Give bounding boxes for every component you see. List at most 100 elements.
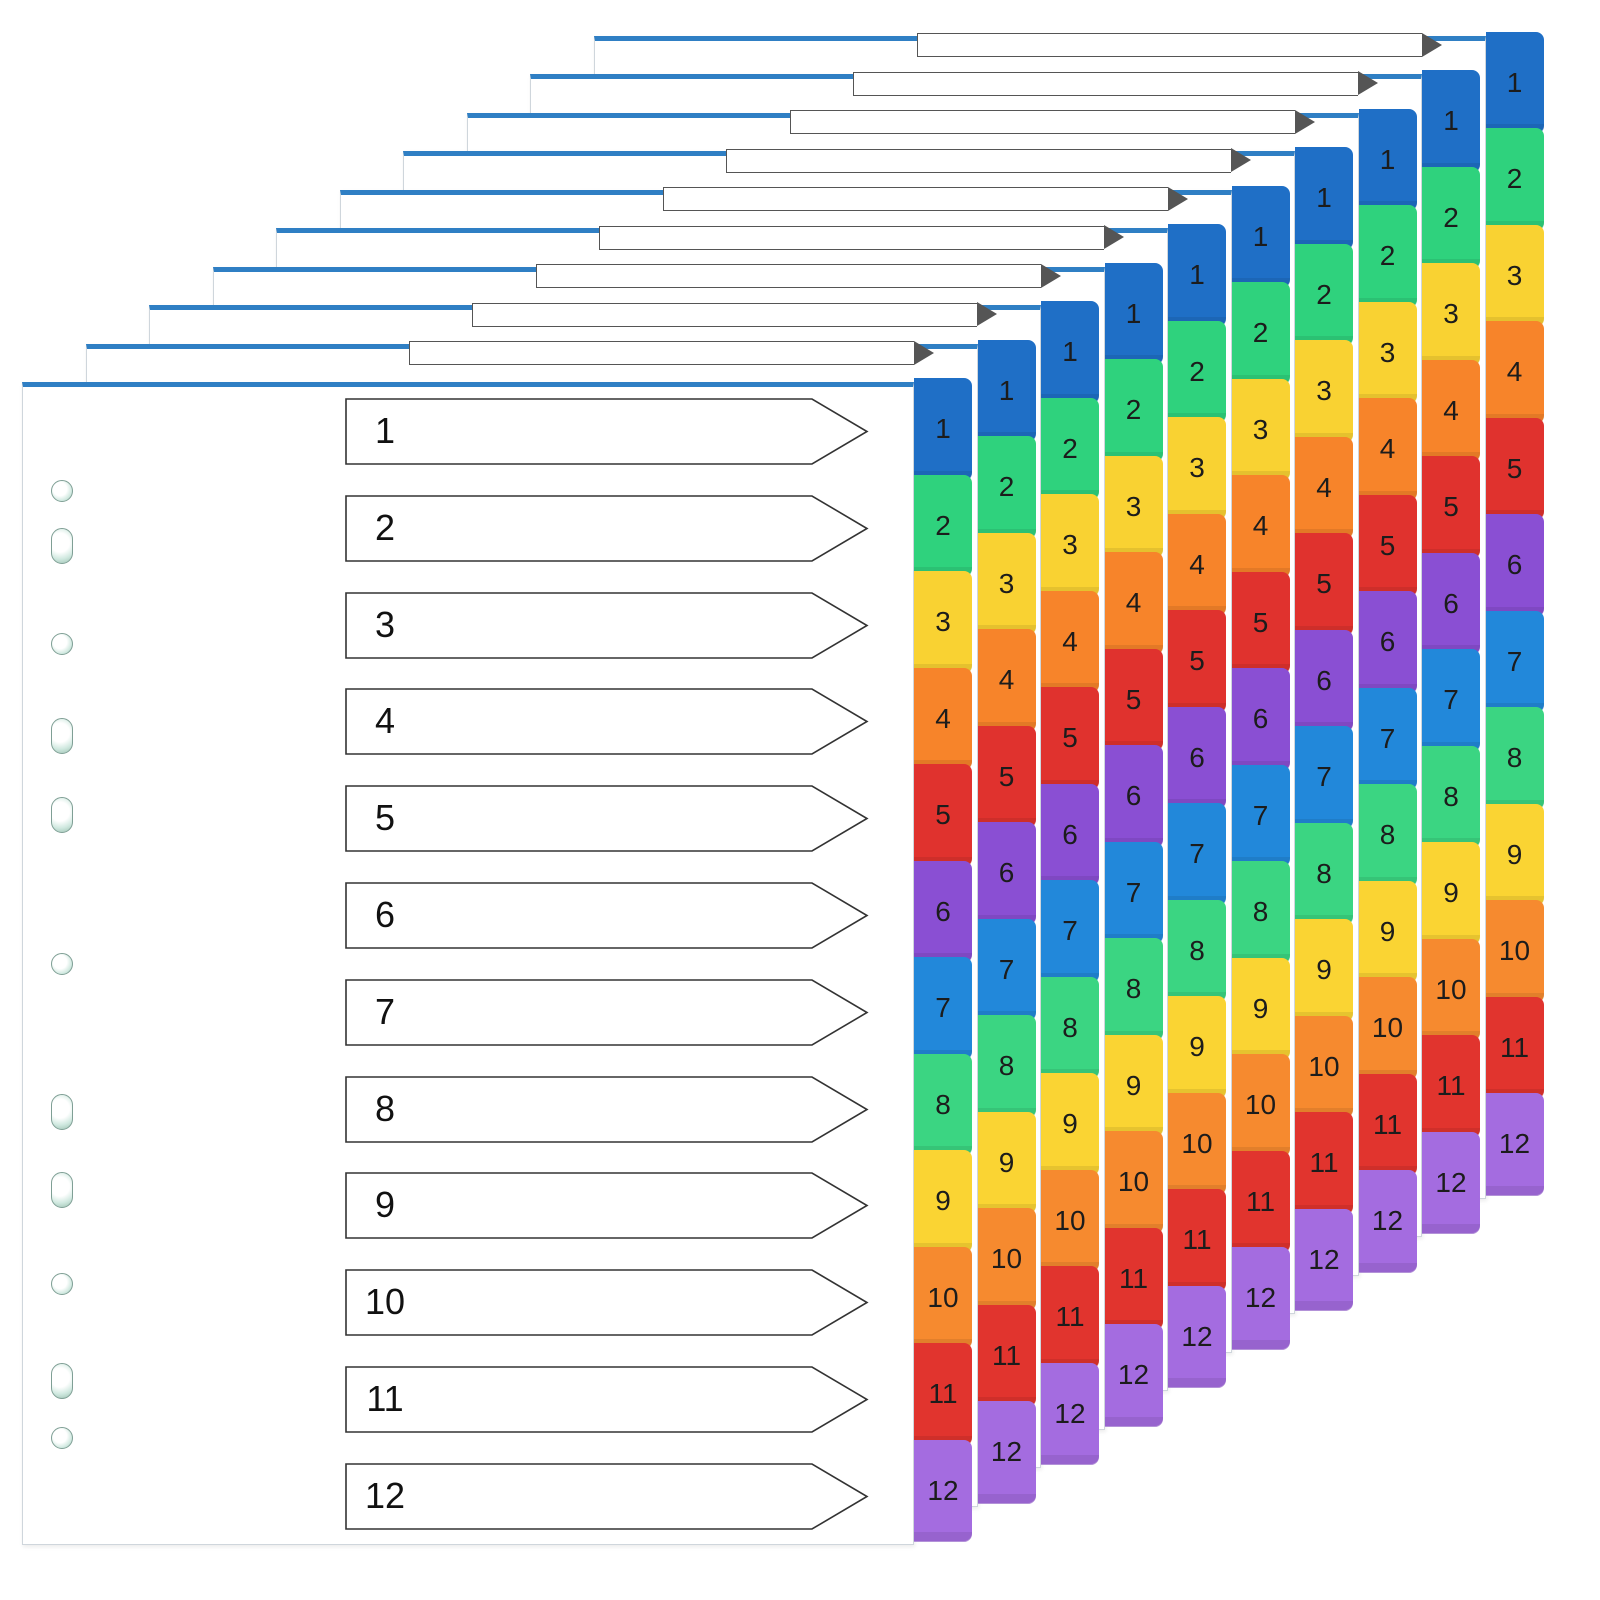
index-tab-8[interactable]: 8	[977, 1015, 1036, 1118]
index-tab-12[interactable]: 12	[1104, 1324, 1163, 1427]
index-tab-11[interactable]: 11	[1104, 1227, 1163, 1330]
index-tab-3[interactable]: 3	[1231, 378, 1290, 481]
index-tab-2[interactable]: 2	[1041, 397, 1099, 500]
index-tab-2[interactable]: 2	[1104, 359, 1163, 462]
index-tab-1[interactable]: 1	[914, 378, 972, 481]
index-tab-3[interactable]: 3	[1041, 494, 1099, 597]
index-tab-6[interactable]: 6	[1422, 552, 1480, 655]
index-tab-12[interactable]: 12	[1041, 1362, 1099, 1465]
index-tab-8[interactable]: 8	[1104, 938, 1163, 1041]
index-tab-4[interactable]: 4	[1295, 436, 1353, 539]
index-tab-4[interactable]: 4	[1358, 398, 1417, 501]
index-tab-8[interactable]: 8	[914, 1053, 972, 1156]
index-tab-10[interactable]: 10	[1104, 1131, 1163, 1234]
index-tab-6[interactable]: 6	[1295, 629, 1353, 732]
index-tab-1[interactable]: 1	[1422, 70, 1480, 173]
index-tab-6[interactable]: 6	[1104, 745, 1163, 848]
index-tab-2[interactable]: 2	[977, 436, 1036, 539]
index-tab-12[interactable]: 12	[1168, 1285, 1226, 1388]
index-tab-8[interactable]: 8	[1485, 707, 1544, 810]
index-tab-7[interactable]: 7	[977, 918, 1036, 1021]
index-tab-10[interactable]: 10	[1041, 1169, 1099, 1272]
index-tab-5[interactable]: 5	[1358, 494, 1417, 597]
label-row-1[interactable]: 1	[345, 398, 869, 465]
index-tab-1[interactable]: 1	[1104, 262, 1163, 365]
index-tab-8[interactable]: 8	[1168, 899, 1226, 1002]
index-tab-12[interactable]: 12	[1358, 1170, 1417, 1273]
label-row-2[interactable]: 2	[345, 494, 869, 562]
label-row-7[interactable]: 7	[345, 978, 869, 1046]
index-tab-7[interactable]: 7	[1041, 880, 1099, 983]
index-tab-2[interactable]: 2	[1231, 282, 1290, 385]
index-tab-5[interactable]: 5	[977, 725, 1036, 828]
index-tab-5[interactable]: 5	[914, 764, 972, 867]
index-tab-2[interactable]: 2	[1168, 320, 1226, 423]
index-tab-11[interactable]: 11	[1485, 996, 1544, 1099]
index-tab-7[interactable]: 7	[914, 957, 972, 1060]
index-tab-6[interactable]: 6	[1358, 591, 1417, 694]
index-tab-11[interactable]: 11	[1231, 1150, 1290, 1253]
label-row-3[interactable]: 3	[345, 591, 869, 659]
index-tab-3[interactable]: 3	[1358, 301, 1417, 404]
index-tab-2[interactable]: 2	[914, 474, 972, 577]
index-tab-7[interactable]: 7	[1485, 610, 1544, 713]
index-tab-5[interactable]: 5	[1231, 571, 1290, 674]
index-tab-2[interactable]: 2	[1485, 128, 1544, 231]
index-tab-4[interactable]: 4	[1104, 552, 1163, 655]
label-row-10[interactable]: 10	[345, 1269, 869, 1336]
index-tab-7[interactable]: 7	[1231, 764, 1290, 867]
index-tab-8[interactable]: 8	[1295, 822, 1353, 925]
index-tab-5[interactable]: 5	[1295, 533, 1353, 636]
index-tab-4[interactable]: 4	[977, 629, 1036, 732]
index-tab-7[interactable]: 7	[1104, 841, 1163, 944]
label-row-4[interactable]: 4	[345, 688, 869, 756]
label-row-8[interactable]: 8	[345, 1075, 869, 1143]
index-tab-3[interactable]: 3	[1295, 340, 1353, 443]
index-tab-6[interactable]: 6	[1231, 668, 1290, 771]
index-tab-12[interactable]: 12	[1485, 1093, 1544, 1196]
index-tab-9[interactable]: 9	[1485, 803, 1544, 906]
index-tab-2[interactable]: 2	[1295, 243, 1353, 346]
label-row-9[interactable]: 9	[345, 1172, 869, 1240]
index-tab-10[interactable]: 10	[914, 1246, 972, 1349]
label-row-5[interactable]: 5	[345, 785, 869, 852]
index-tab-3[interactable]: 3	[914, 571, 972, 674]
index-tab-1[interactable]: 1	[1358, 108, 1417, 211]
index-tab-11[interactable]: 11	[977, 1304, 1036, 1407]
index-tab-12[interactable]: 12	[1231, 1247, 1290, 1350]
index-tab-6[interactable]: 6	[977, 822, 1036, 925]
index-tab-4[interactable]: 4	[1485, 321, 1544, 424]
index-tab-10[interactable]: 10	[1295, 1015, 1353, 1118]
index-tab-3[interactable]: 3	[977, 532, 1036, 635]
index-tab-8[interactable]: 8	[1358, 784, 1417, 887]
index-tab-8[interactable]: 8	[1231, 861, 1290, 964]
index-tab-7[interactable]: 7	[1422, 649, 1480, 752]
index-tab-12[interactable]: 12	[1295, 1208, 1353, 1311]
index-tab-10[interactable]: 10	[1422, 938, 1480, 1041]
index-tab-6[interactable]: 6	[1041, 783, 1099, 886]
index-tab-6[interactable]: 6	[1485, 514, 1544, 617]
index-tab-11[interactable]: 11	[1358, 1073, 1417, 1176]
index-tab-7[interactable]: 7	[1295, 726, 1353, 829]
index-tab-3[interactable]: 3	[1485, 224, 1544, 327]
label-row-11[interactable]: 11	[345, 1366, 869, 1433]
index-tab-12[interactable]: 12	[1422, 1131, 1480, 1234]
index-tab-6[interactable]: 6	[914, 860, 972, 963]
index-tab-11[interactable]: 11	[1168, 1189, 1226, 1292]
index-tab-1[interactable]: 1	[1041, 301, 1099, 404]
index-tab-9[interactable]: 9	[1041, 1073, 1099, 1176]
index-tab-10[interactable]: 10	[1231, 1054, 1290, 1157]
index-tab-5[interactable]: 5	[1168, 610, 1226, 713]
index-tab-6[interactable]: 6	[1168, 706, 1226, 809]
index-tab-2[interactable]: 2	[1422, 166, 1480, 269]
index-tab-10[interactable]: 10	[1358, 977, 1417, 1080]
index-tab-9[interactable]: 9	[1422, 842, 1480, 945]
index-tab-4[interactable]: 4	[1041, 590, 1099, 693]
index-tab-3[interactable]: 3	[1422, 263, 1480, 366]
index-tab-8[interactable]: 8	[1422, 745, 1480, 848]
index-tab-7[interactable]: 7	[1168, 803, 1226, 906]
index-tab-11[interactable]: 11	[1295, 1112, 1353, 1215]
index-tab-8[interactable]: 8	[1041, 976, 1099, 1079]
index-tab-4[interactable]: 4	[914, 667, 972, 770]
index-tab-5[interactable]: 5	[1422, 456, 1480, 559]
